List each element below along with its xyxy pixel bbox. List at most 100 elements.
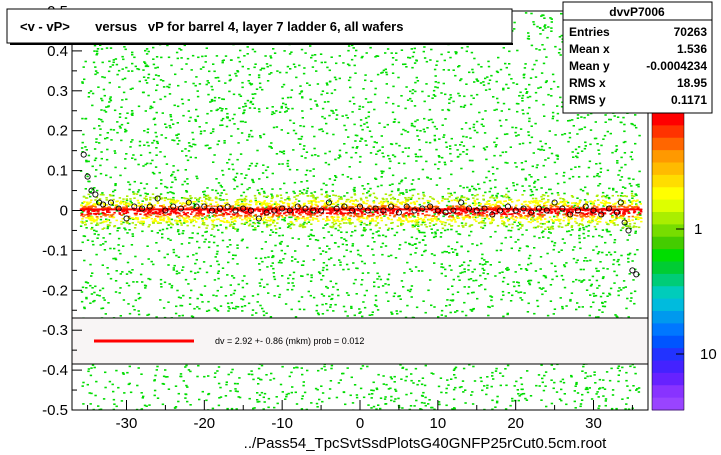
profile-point [341,203,348,210]
profile-point [224,203,231,210]
profile-point [598,211,605,218]
axis-layer: -30 -20 -10 0 10 20 30 -0.5 -0.4 -0.3 -0.2 -0.1 0 0.1… [42,3,633,432]
profile-point [458,199,465,206]
profile-point [427,203,434,210]
profile-point [364,207,371,214]
profile-point [574,207,581,214]
chart-title: <v - vP> versus vP for barrel 4, layer 7… [20,19,403,34]
x-tick-label: 20 [507,415,524,432]
profile-point [240,205,247,212]
legend-box: dv = 2.92 +- 0.86 (mkm) prob = 0.012 [71,317,649,365]
profile-point [170,203,177,210]
profile-point [177,205,185,212]
profile-point [271,207,278,214]
colorbar-swatch [652,348,684,362]
profile-point [625,227,632,234]
profile-point [115,205,122,212]
profile-point [310,207,317,214]
color-scale-bar: 1 10 [651,112,717,411]
x-tick-label: -30 [116,415,138,432]
footer-filename: ../Pass54_TpcSvtSsdPlotsG40GNFP25rCut0.5… [244,435,607,452]
profile-point [302,205,309,212]
profile-point [263,209,270,216]
profile-point [434,207,441,214]
profile-point [318,207,325,214]
profile-point [504,203,511,210]
profile-point [333,205,340,212]
y-tick-label: 0.1 [47,163,68,180]
x-tick-label: -20 [193,415,215,432]
colorbar-swatch [652,249,684,263]
profile-point [107,199,114,206]
profile-point [388,203,395,210]
colorbar-swatch [652,199,684,213]
profile-point [633,271,640,278]
stats-row-value: -0.0004234 [646,59,707,73]
profile-point [232,207,239,214]
profile-point [139,205,146,212]
x-tick-label: 30 [585,415,602,432]
profile-point [528,209,535,216]
x-tick-label: 0 [356,415,364,432]
profile-point [567,211,574,218]
profile-point [419,205,426,212]
profile-point [473,207,480,214]
profile-point [606,205,613,212]
x-tick-label: -10 [271,415,293,432]
profile-point [162,207,169,214]
profile-point [349,207,356,214]
profile-point [590,207,597,214]
stats-box: dvvP7006 Entries 70263 Mean x 1.536 Mean y -0… [562,1,713,114]
y-tick-label: 0.4 [47,43,68,60]
profile-point [185,199,192,206]
profile-point [279,205,286,212]
profile-point [325,199,332,206]
stats-row-value: 0.1171 [671,93,707,107]
profile-point [442,209,449,216]
y-tick-label: 0 [60,203,68,220]
profile-point [450,207,457,214]
stats-row-label: RMS y [569,93,606,107]
stats-row-value: 18.95 [677,76,707,90]
profile-point [201,203,208,210]
legend-text: dv = 2.92 +- 0.86 (mkm) prob = 0.012 [215,336,364,346]
profile-point [247,207,255,214]
profile-point [286,207,293,214]
profile-point [582,203,589,210]
profile-point [88,187,95,194]
colorbar-swatch [652,137,684,151]
profile-point [193,203,200,210]
profile-point [380,207,387,214]
stats-row-value: 70263 [674,25,708,39]
profile-point [356,203,364,210]
colorbar-swatch [652,150,684,164]
profile-point [551,199,558,206]
profile-point [497,207,504,214]
stats-row-label: RMS x [569,76,606,90]
profile-point [84,173,91,180]
profile-point [465,205,473,212]
colorbar-swatch [652,286,684,300]
profile-point [520,205,527,212]
colorbar-swatch [652,372,684,386]
profile-point [543,207,550,214]
profile-point [255,215,262,222]
profile-point [489,211,496,218]
profile-point [481,205,488,212]
y-tick-label: -0.3 [42,322,68,339]
profile-point [216,205,223,212]
profile-point [403,203,410,210]
profile-point [629,267,636,274]
stats-row-value: 1.536 [677,42,707,56]
profile-point [123,215,130,222]
colorbar-swatch [652,261,684,275]
profile-point [92,191,99,198]
profile-point [535,205,543,212]
profile-layer [80,151,640,278]
profile-point [209,207,216,214]
profile-point [395,209,402,216]
colorbar-swatch [652,335,684,349]
profile-point [80,151,87,158]
y-tick-label: -0.4 [42,362,68,379]
y-tick-label: -0.1 [42,242,68,259]
